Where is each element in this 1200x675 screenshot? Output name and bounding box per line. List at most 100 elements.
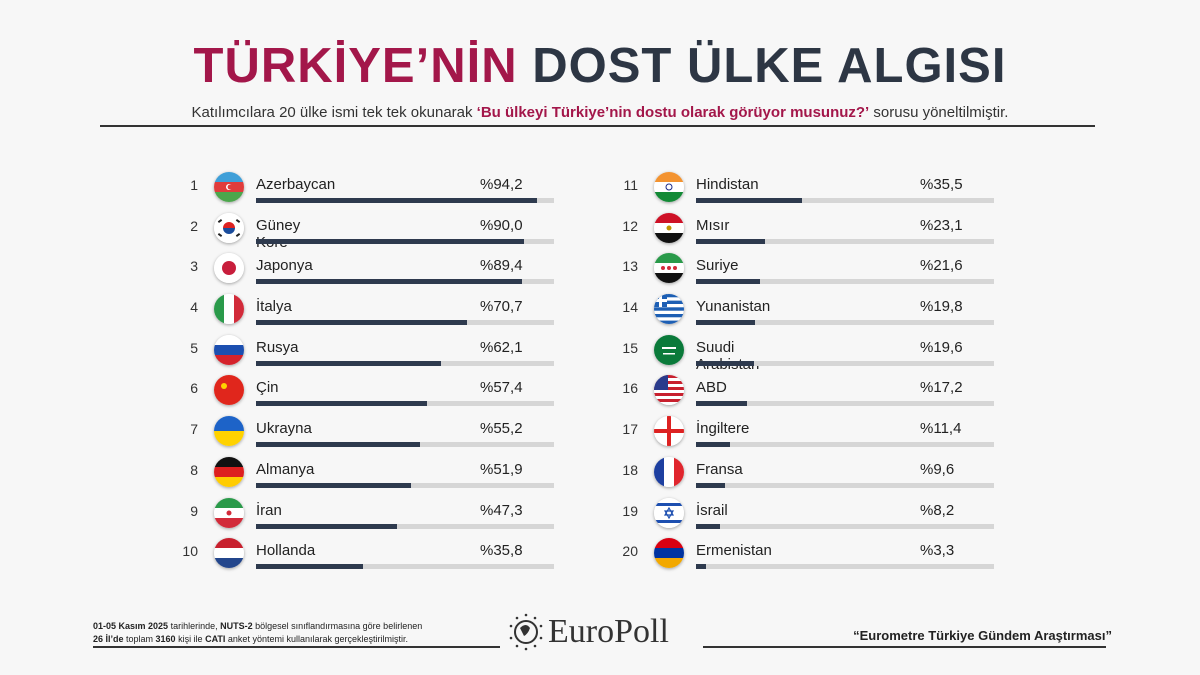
rank-number: 12 [622, 217, 638, 234]
bar [696, 564, 706, 570]
flag-ua-icon [214, 416, 244, 447]
bar-track [256, 238, 554, 244]
value-label: %55,2 [480, 420, 523, 438]
rank-number: 6 [190, 380, 198, 397]
bar-track [256, 360, 554, 366]
flag-cn-icon [214, 375, 244, 406]
bar-track [256, 523, 554, 529]
country-name: Rusya [256, 338, 299, 356]
country-name: Güney Kore [256, 216, 301, 251]
subtitle: Katılımcılara 20 ülke ismi tek tek okuna… [191, 104, 1009, 121]
country-name: Hindistan [696, 176, 759, 193]
survey-name: “Eurometre Türkiye Gündem Araştırması” [853, 628, 1112, 643]
value-label: %11,4 [920, 420, 962, 438]
rank-number: 19 [622, 502, 638, 519]
value-label: %19,6 [920, 338, 963, 356]
value-label: %51,9 [480, 460, 523, 478]
flag-sa-icon [654, 334, 684, 365]
bar-track [256, 279, 554, 285]
value-label: %23,1 [920, 216, 963, 234]
value-label: %35,5 [920, 176, 963, 193]
bar-track [696, 238, 994, 244]
rank-number: 11 [623, 177, 638, 193]
rank-number: 4 [190, 299, 198, 316]
bar [696, 198, 802, 203]
country-name: İtalya [256, 298, 292, 316]
bar [696, 320, 755, 326]
flag-ru-icon [214, 334, 244, 365]
flag-kr-icon [214, 212, 244, 243]
bar-track [696, 564, 994, 570]
flag-de-icon [214, 456, 244, 487]
flag-sy-icon [654, 253, 684, 284]
country-name: Yunanistan [696, 298, 771, 316]
bar-track [256, 320, 554, 326]
bar [696, 523, 721, 529]
bar [696, 238, 765, 244]
rank-number: 7 [190, 421, 198, 438]
flag-eg-icon [654, 212, 684, 243]
value-label: %21,6 [920, 257, 963, 275]
bar [696, 401, 748, 407]
header-divider [100, 125, 1095, 127]
country-name: İngiltere [696, 420, 750, 438]
bar-track [256, 564, 554, 570]
bar-track [696, 401, 994, 407]
footer-divider-left [93, 646, 500, 648]
bar [256, 523, 397, 529]
country-name: Suriye [696, 257, 739, 275]
value-label: %3,3 [920, 542, 955, 560]
country-name: İsrail [696, 501, 728, 519]
rank-number: 15 [622, 339, 638, 356]
country-name: ABD [696, 379, 727, 397]
flag-ir-icon [214, 497, 244, 528]
bar [256, 564, 363, 570]
rank-number: 18 [622, 461, 638, 478]
flag-jp-icon [214, 253, 244, 284]
country-name: Ukrayna [256, 420, 312, 438]
bar-track [696, 360, 994, 366]
value-label: %9,6 [920, 460, 955, 478]
europoll-logo: EuroPoll [508, 612, 669, 652]
flag-us-icon [654, 375, 684, 406]
value-label: %47,3 [480, 501, 523, 519]
country-name: Fransa [696, 460, 743, 478]
country-name: Azerbaycan [256, 176, 336, 193]
rank-number: 2 [190, 217, 198, 234]
value-label: %89,4 [480, 257, 523, 275]
bar-track [256, 198, 554, 203]
flag-it-icon [214, 294, 244, 325]
bar-track [696, 320, 994, 326]
bar [256, 482, 411, 488]
bar [256, 320, 467, 326]
rank-number: 3 [190, 258, 198, 275]
rank-number: 8 [190, 461, 198, 478]
footer-divider-right [703, 646, 1106, 648]
country-name: Ermenistan [696, 542, 772, 560]
flag-en-icon [654, 416, 684, 447]
globe-icon [509, 613, 543, 651]
value-label: %90,0 [480, 216, 523, 234]
bar-track [696, 523, 994, 529]
rank-number: 10 [182, 543, 198, 560]
bar [256, 279, 523, 285]
value-label: %17,2 [920, 379, 963, 397]
flag-nl-icon [214, 538, 244, 569]
value-label: %62,1 [480, 338, 523, 356]
country-name: Hollanda [256, 542, 316, 560]
rank-number: 17 [622, 421, 638, 438]
bar [256, 401, 428, 407]
bar [696, 279, 761, 285]
flag-il-icon [654, 497, 684, 528]
bar-track [256, 442, 554, 448]
rank-number: 14 [622, 299, 638, 316]
country-name: İran [256, 501, 282, 519]
bar [256, 442, 421, 448]
bar [696, 482, 725, 488]
bar [256, 238, 525, 244]
value-label: %8,2 [920, 501, 955, 519]
value-label: %94,2 [480, 176, 523, 193]
bar-track [256, 401, 554, 407]
bar-track [696, 198, 994, 203]
flag-az-icon [214, 172, 244, 202]
